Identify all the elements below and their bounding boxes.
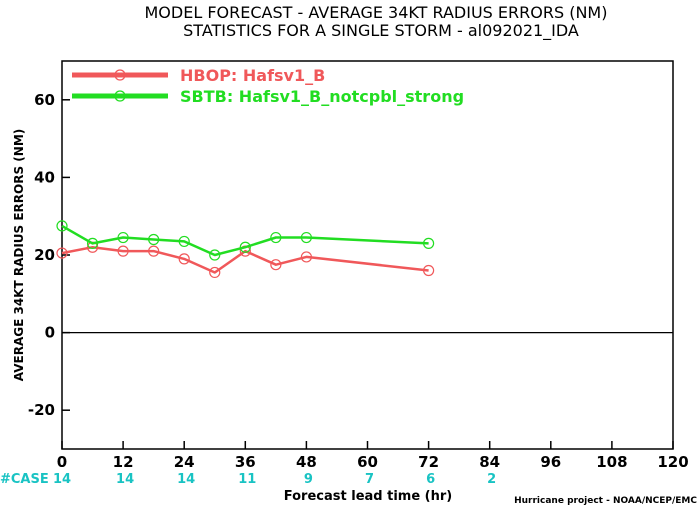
y-tick-label-2: 20 [34, 246, 55, 264]
x-tick-label-2: 24 [174, 453, 195, 471]
series-1-line [61, 224, 429, 257]
legend: HBOP: Hafsv1_B SBTB: Hafsv1_B_notcpbl_str… [72, 66, 464, 106]
chart-title-line1: MODEL FORECAST - AVERAGE 34KT RADIUS ERR… [145, 3, 608, 22]
y-axis-label: AVERAGE 34KT RADIUS ERRORS (NM) [12, 129, 26, 381]
series-0-line [61, 245, 429, 274]
series-0-point-0 [56, 247, 68, 259]
series-1-point-5 [209, 249, 221, 261]
series-0-point-5 [209, 266, 221, 279]
credit-text: Hurricane project - NOAA/NCEP/EMC [514, 496, 697, 506]
y-axis: 60 40 20 0 -20 [28, 91, 70, 419]
plot-area [61, 60, 674, 450]
series-1-point-6 [239, 241, 251, 253]
series-1-point-7 [270, 231, 282, 244]
y-tick-label-1: 40 [34, 168, 55, 186]
series-1-point-9 [423, 237, 435, 249]
legend-marker-1 [114, 90, 126, 102]
series-0-point-3 [148, 245, 160, 257]
x-tick-label-3: 36 [235, 453, 256, 471]
plot-border [61, 60, 674, 450]
x-tick-label-5: 60 [357, 453, 378, 471]
legend-label-0: HBOP: Hafsv1_B [180, 66, 325, 85]
case-count-7: 2 [487, 472, 496, 487]
series-1-point-3 [148, 233, 160, 246]
case-count-1: 14 [116, 472, 134, 487]
case-row-label: #CASE [0, 472, 49, 487]
x-tick-label-4: 48 [296, 453, 317, 471]
series-0-point-8 [300, 251, 312, 263]
series-0-point-9 [423, 264, 435, 277]
series-1-point-8 [300, 231, 312, 244]
y-tick-label-0: 60 [34, 91, 55, 109]
series-0-point-7 [270, 259, 282, 271]
case-count-row: #CASE 14 14 14 11 9 7 6 2 [0, 472, 496, 487]
series-1-point-2 [117, 231, 129, 244]
x-tick-label-0: 0 [57, 453, 67, 471]
series-0-point-2 [117, 245, 129, 257]
x-tick-label-1: 12 [113, 453, 134, 471]
chart-title-line2: STATISTICS FOR A SINGLE STORM - al092021… [183, 21, 579, 41]
x-tick-label-10: 120 [657, 453, 688, 471]
series-layer [56, 220, 435, 279]
case-count-4: 9 [304, 472, 313, 487]
series-0-point-4 [178, 253, 190, 265]
legend-label-1: SBTB: Hafsv1_B_notcpbl_strong [180, 87, 464, 106]
series-1-point-0 [56, 220, 68, 232]
y-tick-label-4: -20 [28, 401, 55, 419]
x-tick-label-8: 96 [540, 453, 561, 471]
x-tick-label-7: 84 [479, 453, 500, 471]
case-count-6: 6 [426, 472, 435, 487]
legend-marker-0 [114, 69, 126, 81]
case-count-5: 7 [365, 472, 374, 487]
y-tick-label-3: 0 [45, 324, 55, 342]
case-count-2: 14 [177, 472, 195, 487]
case-count-3: 11 [238, 472, 256, 487]
case-count-0: 14 [53, 472, 71, 487]
x-axis-label: Forecast lead time (hr) [284, 489, 452, 504]
x-axis: 0 12 24 36 48 60 72 84 96 108 120 [57, 441, 689, 471]
x-tick-label-9: 108 [596, 453, 627, 471]
series-1-point-1 [86, 237, 99, 249]
series-1-point-4 [178, 235, 190, 248]
x-tick-label-6: 72 [418, 453, 439, 471]
